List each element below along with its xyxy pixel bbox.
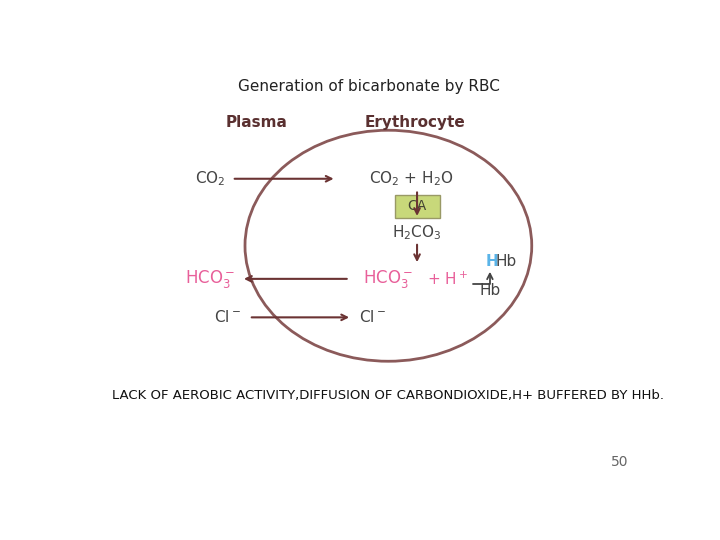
Text: H$_2$CO$_3$: H$_2$CO$_3$ xyxy=(392,224,442,242)
Text: Hb: Hb xyxy=(480,283,500,298)
Text: Plasma: Plasma xyxy=(225,115,287,130)
Text: 50: 50 xyxy=(611,455,629,469)
Text: HCO$_3^-$: HCO$_3^-$ xyxy=(185,268,235,290)
Text: HCO$_3^-$: HCO$_3^-$ xyxy=(364,268,413,290)
Text: H: H xyxy=(485,254,498,268)
Text: CO$_2$ + H$_2$O: CO$_2$ + H$_2$O xyxy=(369,170,454,188)
FancyBboxPatch shape xyxy=(395,195,439,218)
Text: CO$_2$: CO$_2$ xyxy=(195,170,225,188)
Text: LACK OF AEROBIC ACTIVITY,DIFFUSION OF CARBONDIOXIDE,H+ BUFFERED BY HHb.: LACK OF AEROBIC ACTIVITY,DIFFUSION OF CA… xyxy=(112,389,664,402)
Text: Erythrocyte: Erythrocyte xyxy=(365,115,466,130)
Text: CA: CA xyxy=(408,199,427,213)
Text: Cl$^-$: Cl$^-$ xyxy=(215,309,241,326)
Text: + H$^+$: + H$^+$ xyxy=(427,270,468,287)
Text: Cl$^-$: Cl$^-$ xyxy=(359,309,387,326)
Text: Generation of bicarbonate by RBC: Generation of bicarbonate by RBC xyxy=(238,79,500,93)
Text: Hb: Hb xyxy=(495,254,516,268)
